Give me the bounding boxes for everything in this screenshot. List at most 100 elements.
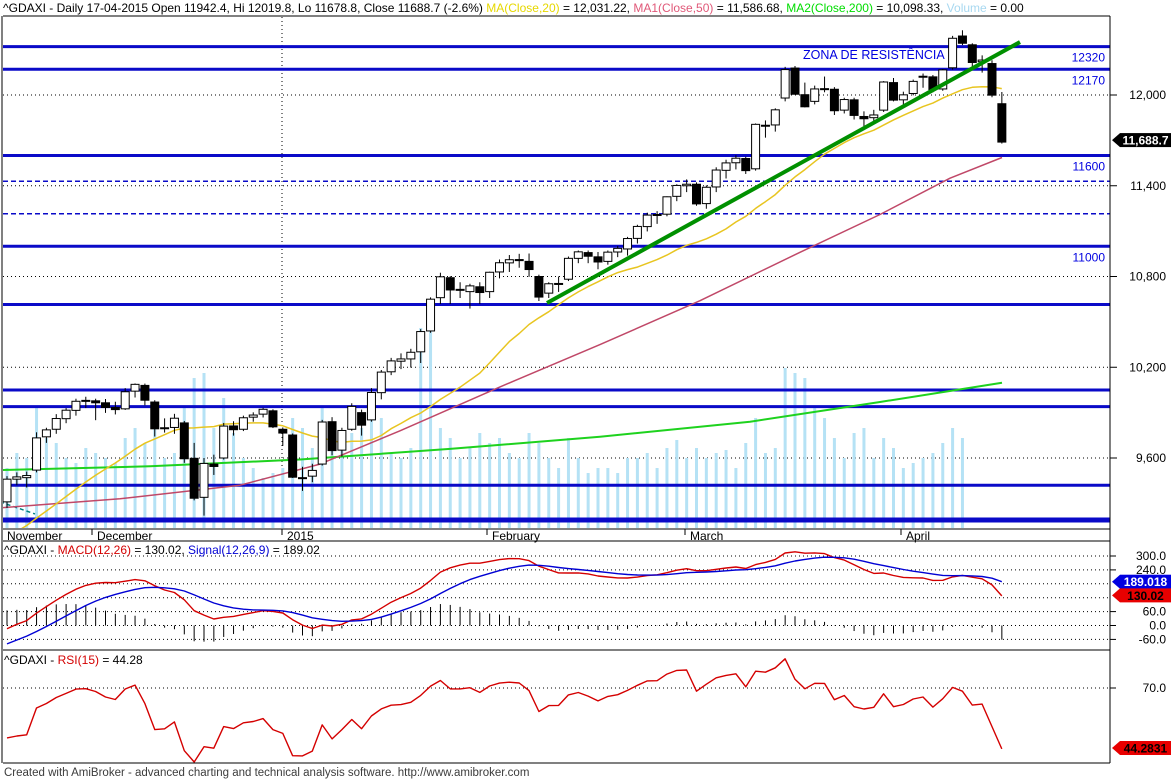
level-label: 12320 [1072, 51, 1106, 65]
volume-bar [606, 468, 610, 528]
candle-body [741, 158, 751, 172]
candle-body [721, 162, 731, 171]
volume-bar [665, 448, 669, 528]
candle-body [820, 88, 830, 91]
macd-signal-value: = 189.02 [269, 543, 320, 557]
volume-bar [852, 433, 856, 528]
candle-body [445, 277, 455, 291]
volume-bar [832, 438, 836, 528]
volume-bar [133, 428, 137, 528]
candle-body [672, 184, 682, 197]
volume-bar [773, 448, 777, 528]
price-axis-label: 10,200 [1129, 360, 1166, 374]
volume-bar [153, 418, 157, 528]
rsi-value-tag: 44.2831 [1112, 741, 1171, 756]
candle-body [839, 99, 849, 111]
volume-bar [586, 473, 590, 528]
candle-body [613, 247, 623, 253]
macd-value-tag: 130.02 [1112, 588, 1171, 603]
volume-bar [714, 453, 718, 528]
macd-axis-label: -60.0 [1139, 632, 1167, 646]
rsi-value-tag-text: 44.2831 [1124, 742, 1168, 756]
legend-ma200-value: = 10,098.33, [872, 1, 947, 15]
volume-bar [704, 458, 708, 528]
candle-body [455, 288, 465, 291]
volume-bar [320, 408, 324, 528]
price-axis-label: 10,800 [1129, 270, 1166, 284]
month-label: November [7, 529, 62, 543]
volume-bar [379, 418, 383, 528]
volume-bar [389, 453, 393, 528]
candle-body [957, 35, 967, 44]
candle-body [61, 409, 71, 420]
volume-bar [182, 408, 186, 528]
macd-axis-label: 60.0 [1143, 605, 1167, 619]
candle-body [790, 67, 800, 95]
volume-bar [754, 418, 758, 528]
candle-body [770, 109, 780, 126]
chart-legend: ^GDAXI - Daily 17-04-2015 Open 11942.4, … [3, 1, 1024, 15]
candle-body [307, 469, 317, 477]
candle-body [238, 417, 248, 430]
volume-bar [951, 428, 955, 528]
candle-body [987, 63, 997, 96]
volume-bar [113, 463, 117, 528]
rsi-value-tag-arrow [1112, 741, 1120, 756]
candle-body [209, 463, 219, 467]
trendline [546, 40, 1021, 305]
volume-bar [172, 453, 176, 528]
macd-pane-title: ^GDAXI - MACD(12,26) = 130.02, Signal(12… [4, 543, 320, 557]
candle-body [396, 358, 406, 362]
candle-body [337, 429, 347, 451]
last-price-tag-text: 11,688.7 [1122, 134, 1168, 148]
volume-bar [123, 438, 127, 528]
volume-bar [232, 433, 236, 528]
candle-body [150, 401, 160, 430]
volume-bar [241, 458, 245, 528]
volume-bar [369, 398, 373, 528]
volume-bar [399, 458, 403, 528]
legend-ma200-label: MA2(Close,200) [786, 1, 873, 15]
candle-body [711, 169, 721, 188]
candle-body [71, 400, 81, 411]
candle-body [780, 69, 790, 99]
candle-body [642, 214, 652, 228]
month-label: 2015 [287, 529, 314, 543]
candle-body [130, 383, 140, 392]
candle-body [731, 157, 741, 164]
candle-body [199, 462, 209, 498]
month-label: February [492, 529, 540, 543]
volume-bar [892, 448, 895, 528]
candle-body [366, 392, 376, 421]
month-label: April [906, 529, 930, 543]
candle-body [160, 427, 170, 430]
candle-body [918, 75, 928, 78]
volume-bar [763, 453, 767, 528]
price-axis-label: 11,400 [1130, 179, 1166, 193]
main-price-panel [3, 17, 1110, 528]
volume-bar [104, 458, 107, 528]
last-price-tag: 11,688.7 [1112, 133, 1171, 148]
rsi-axis-label: 70.0 [1143, 681, 1167, 695]
volume-bar [468, 448, 472, 528]
candles [3, 30, 1007, 516]
candle-body [298, 477, 307, 480]
candle-body [347, 405, 357, 430]
candle-body [41, 429, 51, 438]
volume-bar [872, 458, 876, 528]
legend-ma20-label: MA(Close,20) [486, 1, 560, 15]
candle-body [189, 457, 199, 499]
rsi-symbol: ^GDAXI - [4, 653, 58, 667]
volume-bar [448, 438, 452, 528]
candle-body [544, 283, 554, 294]
candle-body [376, 371, 386, 394]
ma20-line [21, 86, 1002, 528]
candle-body [938, 69, 948, 90]
rsi-indicator-label: RSI(15) [57, 653, 99, 667]
macd-signal-tag-text: 189.018 [1124, 575, 1168, 589]
candle-body [948, 37, 958, 69]
candle-body [3, 478, 12, 503]
volume-bar [960, 438, 964, 528]
macd-signal-tag-arrow [1112, 574, 1120, 589]
